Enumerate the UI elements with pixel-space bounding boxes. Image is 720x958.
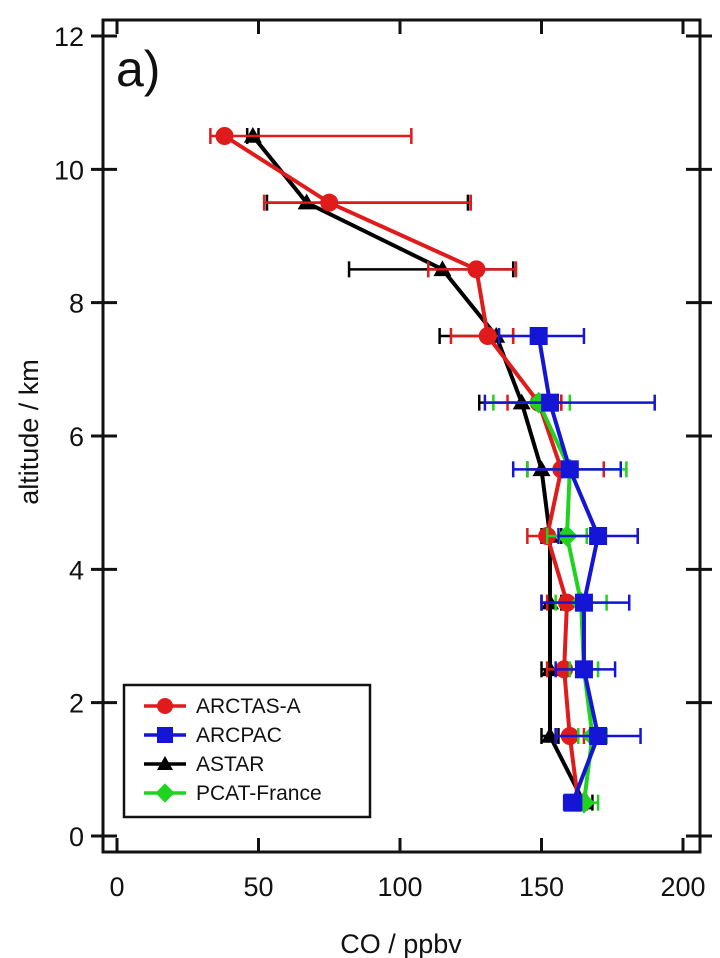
legend-label: PCAT-France xyxy=(196,782,322,805)
series-line xyxy=(536,335,601,804)
y-tick-label: 12 xyxy=(54,22,84,52)
marker-circle xyxy=(467,260,486,279)
marker-square xyxy=(574,660,593,679)
marker-diamond xyxy=(155,783,175,803)
panel-label: a) xyxy=(116,41,160,97)
marker-square xyxy=(574,593,593,612)
series-arcpac xyxy=(483,327,656,812)
y-tick-label: 4 xyxy=(69,555,84,585)
y-axis-title: altitude / km xyxy=(14,359,44,505)
marker-square xyxy=(560,460,579,479)
y-tick-label: 6 xyxy=(69,422,84,452)
marker-square xyxy=(563,793,582,812)
marker-circle xyxy=(157,698,173,714)
legend-label: ARCPAC xyxy=(196,724,282,747)
marker-square xyxy=(157,727,173,743)
series-layer xyxy=(209,127,656,814)
legend-label: ARCTAS-A xyxy=(196,695,301,718)
legend: ARCTAS-A ARCPAC ASTAR PCAT-France xyxy=(122,683,372,819)
marker-triangle xyxy=(157,756,173,770)
x-tick-label: 200 xyxy=(660,872,705,902)
y-tick-label: 2 xyxy=(69,689,84,719)
y-tick-label: 10 xyxy=(54,155,84,185)
x-axis-title: CO / ppbv xyxy=(340,929,462,958)
y-tick-label: 8 xyxy=(69,289,84,319)
x-tick-label: 0 xyxy=(109,872,124,902)
marker-square xyxy=(589,727,608,745)
marker-square xyxy=(589,527,608,545)
marker-circle xyxy=(478,327,497,345)
y-tick-label: 0 xyxy=(69,822,84,852)
marker-square xyxy=(540,393,559,412)
legend-label: ASTAR xyxy=(196,753,264,776)
marker-circle xyxy=(215,127,234,145)
marker-square xyxy=(529,327,548,345)
x-tick-label: 50 xyxy=(243,872,273,902)
marker-circle xyxy=(320,193,339,212)
x-tick-label: 150 xyxy=(519,872,564,902)
axes-layer: 0 50 100 150 200 0 2 4 6 8 10 12 xyxy=(54,18,712,902)
x-tick-label: 100 xyxy=(377,872,422,902)
